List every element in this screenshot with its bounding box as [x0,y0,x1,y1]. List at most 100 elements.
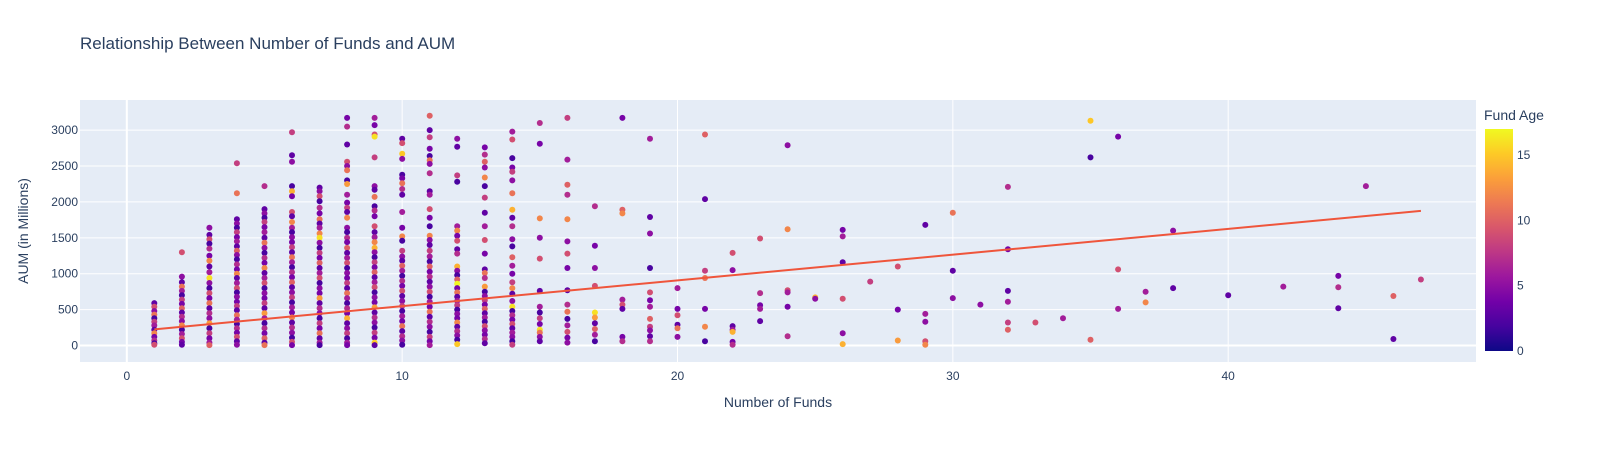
data-point [481,194,488,201]
data-point [206,275,213,281]
data-point [316,270,323,276]
data-point [316,249,323,256]
data-point [399,155,406,162]
data-point [261,285,268,292]
data-point [233,325,240,332]
data-point [509,341,516,348]
data-point [178,296,185,303]
data-point [371,133,378,140]
data-point [619,338,626,345]
data-point [399,191,406,198]
data-point [289,304,295,311]
data-point [1390,336,1397,342]
data-point [619,333,626,340]
data-point [344,224,351,231]
data-point [206,236,213,243]
x-tick-label: 40 [1222,369,1236,383]
data-point [564,191,571,198]
data-point [289,259,295,266]
data-point [399,328,406,335]
data-point [426,308,433,315]
data-points [151,112,1424,349]
data-point [316,193,323,200]
data-point [289,213,295,220]
data-point [399,337,406,344]
data-point [316,188,323,195]
data-point [344,181,351,187]
colorbar-tick-label: 5 [1517,279,1524,293]
data-point [371,244,378,251]
data-point [371,329,378,336]
data-point [316,335,323,342]
data-point [509,243,516,250]
data-point [261,219,268,225]
x-tick-label: 10 [395,369,409,383]
data-point [481,237,488,243]
data-point [316,230,323,237]
data-point [289,254,295,261]
data-point [536,215,543,222]
data-point [371,114,378,121]
data-point [344,285,351,292]
data-point [509,164,516,171]
data-point [536,309,543,316]
data-point [399,262,406,269]
data-point [564,308,571,315]
data-point [233,307,240,314]
data-point [316,300,323,307]
data-point [178,309,185,316]
x-tick-label: 30 [946,369,960,383]
data-point [647,230,653,237]
data-point [233,238,240,245]
data-point [261,265,268,271]
data-point [289,129,295,136]
data-point [233,256,240,263]
data-point [344,305,351,312]
data-point [233,266,240,273]
data-point [206,231,213,238]
data-point [316,265,323,271]
data-point [261,300,268,307]
colorbar: Fund Age 0 5 10 15 [1484,107,1544,358]
data-point [481,174,488,181]
data-point [481,318,488,325]
data-point [178,279,185,286]
data-point [426,223,433,230]
data-point [289,183,295,190]
data-point [178,287,185,294]
data-point [289,158,295,165]
data-point [289,239,295,246]
data-point [564,315,571,322]
data-point [316,285,323,292]
data-point [894,263,901,270]
colorbar-tick-label: 15 [1517,148,1531,162]
data-point [206,269,213,276]
data-point [426,268,433,275]
data-point [316,280,323,286]
data-point [289,209,295,215]
data-point [206,305,213,312]
data-point [371,193,378,200]
data-point [426,191,433,198]
data-point [371,279,378,286]
data-point [619,210,626,217]
data-point [564,339,571,346]
data-point [399,150,406,157]
data-point [426,145,433,152]
data-point [839,341,846,348]
data-point [344,325,351,332]
data-point [757,305,764,312]
data-point [564,238,571,245]
data-point [509,206,516,213]
data-point [481,151,488,158]
data-point [536,315,543,322]
data-point [289,264,295,271]
data-point [1335,272,1342,279]
data-point [647,333,653,340]
data-point [481,250,488,257]
data-point [316,239,323,246]
data-point [344,214,351,221]
chart-title: Relationship Between Number of Funds and… [80,34,455,53]
x-tick-label: 0 [123,369,130,383]
